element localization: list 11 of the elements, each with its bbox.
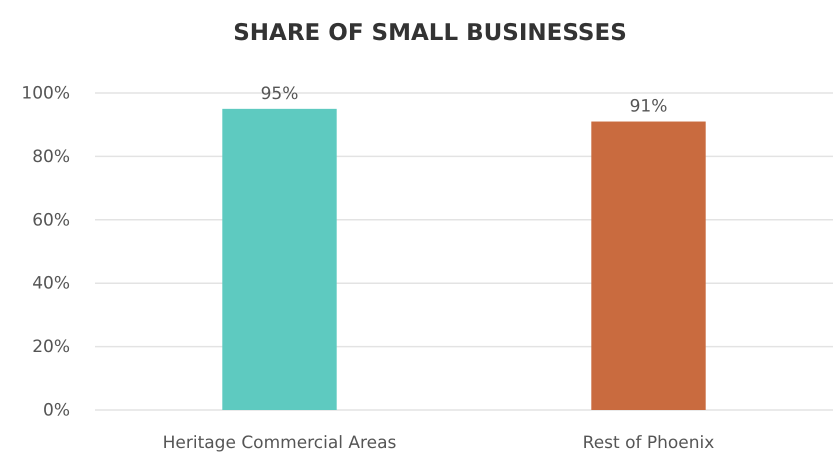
data-label: 91% xyxy=(630,96,668,117)
x-tick-label: Heritage Commercial Areas xyxy=(162,433,397,453)
y-tick-label: 80% xyxy=(32,146,70,167)
y-tick-label: 0% xyxy=(43,400,70,420)
y-tick-label: 60% xyxy=(32,210,70,230)
y-tick-label: 100% xyxy=(21,83,70,104)
chart-title: SHARE OF SMALL BUSINESSES xyxy=(233,20,627,46)
y-tick-label: 20% xyxy=(32,337,70,358)
y-tick-label: 40% xyxy=(32,274,70,294)
x-tick-label: Rest of Phoenix xyxy=(582,433,714,453)
data-label: 95% xyxy=(260,84,298,104)
